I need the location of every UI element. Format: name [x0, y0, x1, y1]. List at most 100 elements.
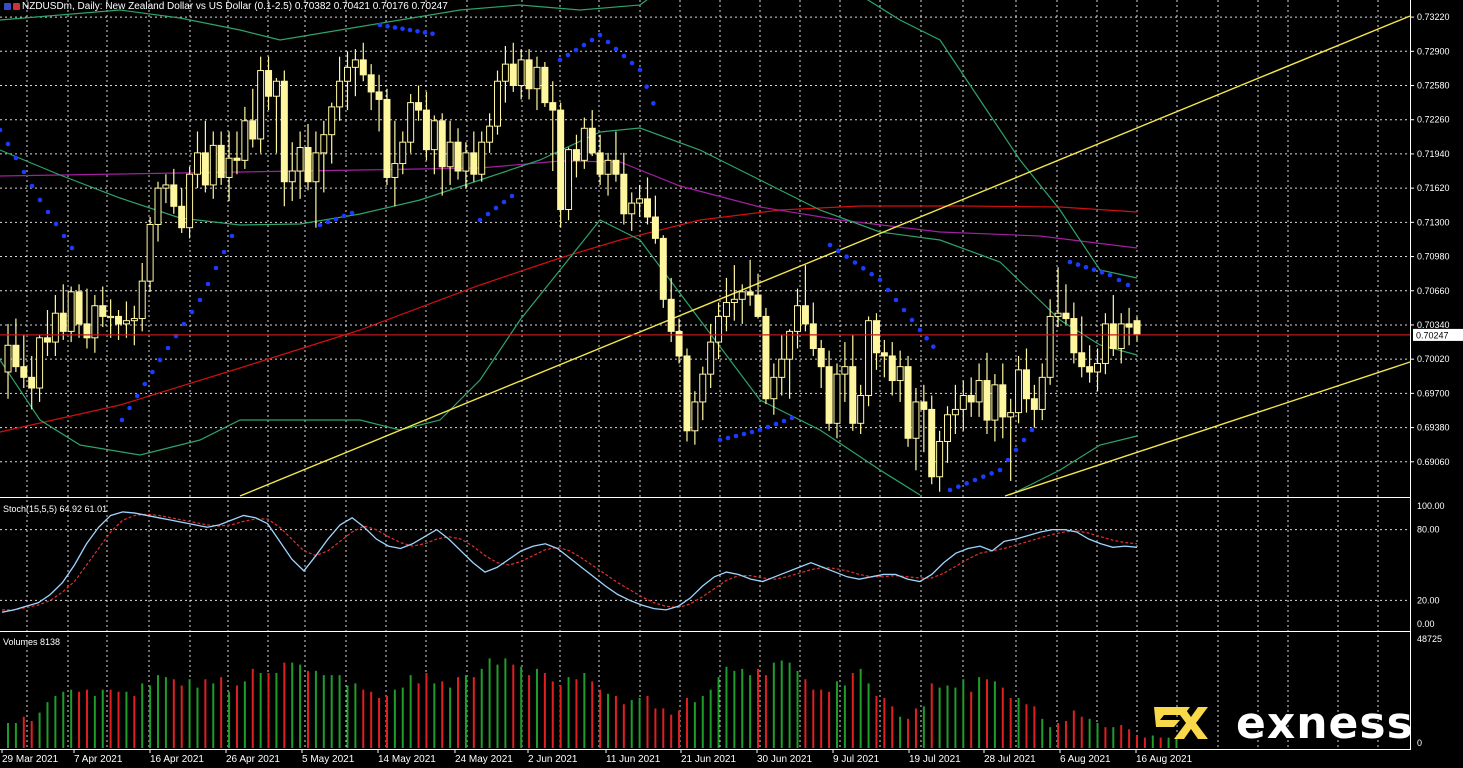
candle-body: [833, 373, 841, 424]
psar-dot: [931, 344, 936, 349]
trendline-upper: [239, 15, 1411, 497]
candle-body: [762, 315, 770, 400]
psar-dot: [119, 417, 125, 423]
psar-dot: [765, 424, 771, 430]
psar-dot: [947, 487, 953, 493]
candle-body: [1101, 323, 1109, 364]
candle-body: [738, 291, 746, 300]
candle-body: [304, 147, 312, 183]
candle-body: [699, 373, 707, 403]
candle-body: [754, 294, 762, 317]
candle-body: [193, 152, 201, 175]
time-axis-label: 21 Jun 2021: [681, 754, 736, 765]
psar-dot: [1125, 282, 1131, 288]
time-axis-label: 16 Apr 2021: [150, 754, 204, 765]
candle-body: [967, 395, 975, 403]
candle-body: [983, 380, 991, 421]
psar-dot: [134, 393, 140, 399]
candle-body: [75, 291, 83, 325]
time-axis-label: 11 Jun 2021: [606, 754, 661, 765]
time-axis-label: 28 Jul 2021: [984, 754, 1036, 765]
candle-body: [478, 141, 486, 175]
candle-body: [391, 163, 399, 178]
candle-body: [865, 320, 873, 397]
psar-dot: [229, 233, 235, 239]
time-axis-label: 5 May 2021: [302, 754, 355, 765]
psar-dot: [836, 248, 841, 254]
candle-body: [415, 102, 423, 111]
psar-dot: [377, 22, 383, 28]
psar-dot: [21, 169, 27, 175]
candle-body: [51, 312, 59, 343]
psar-dot: [893, 297, 899, 303]
time-axis-label: 26 Apr 2021: [226, 754, 280, 765]
psar-dot: [1005, 457, 1011, 463]
candle-body: [296, 147, 304, 172]
psar-dot: [509, 193, 515, 199]
psar-dot: [485, 211, 491, 217]
price-tick-label: 0.70340: [1417, 320, 1450, 330]
candle-body: [1078, 352, 1086, 368]
bollinger-upper-line: [0, 0, 648, 41]
candle-body: [115, 315, 123, 325]
psar-dot: [717, 437, 723, 443]
candle-body: [430, 120, 438, 151]
candle-body: [612, 159, 620, 175]
psar-dot: [909, 317, 915, 323]
trendline-lower: [1004, 361, 1411, 497]
current-price-marker: [1413, 328, 1463, 341]
candle-body: [936, 440, 944, 478]
candle-body: [659, 237, 667, 300]
psar-dot: [621, 53, 627, 59]
candle-body: [407, 102, 415, 143]
candle-body: [43, 337, 51, 343]
candle-body: [225, 157, 233, 178]
candle-body: [509, 63, 517, 87]
psar-dot: [749, 429, 755, 435]
stoch-label: Stoch(15,5,5) 64.92 61.01: [3, 504, 108, 514]
candle-body: [533, 66, 541, 90]
psar-dot: [221, 249, 227, 255]
bollinger-upper-line: [866, 0, 1138, 279]
candle-body: [493, 80, 501, 127]
psar-dot: [917, 327, 923, 333]
time-axis-label: 19 Jul 2021: [909, 754, 961, 765]
psar-dot: [565, 52, 571, 58]
exness-logo: exness: [1150, 698, 1414, 749]
candle-body: [880, 352, 888, 357]
candle-body: [146, 223, 154, 282]
candle-body: [565, 149, 573, 211]
candle-body: [580, 127, 588, 161]
candle-body: [312, 152, 320, 183]
candle-body: [462, 152, 470, 172]
candle-body: [951, 408, 959, 416]
candle-body: [422, 109, 430, 151]
psar-dot: [1083, 264, 1089, 270]
candle-body: [707, 341, 715, 375]
psar-dot: [877, 277, 883, 283]
time-axis-label: 29 Mar 2021: [2, 754, 59, 765]
psar-dot: [869, 271, 874, 277]
candle-body: [107, 315, 115, 319]
candle-body: [786, 330, 794, 360]
candle-body: [1030, 398, 1038, 410]
candle-body: [501, 63, 509, 82]
psar-dot: [924, 336, 929, 341]
psar-dot: [422, 30, 428, 35]
candle-body: [944, 414, 952, 442]
psar-dot: [1067, 259, 1073, 265]
candle-body: [399, 141, 407, 165]
candle-body: [1125, 323, 1133, 328]
candle-body: [154, 187, 162, 225]
candle-body: [572, 149, 580, 161]
flag-nz-icon: [4, 3, 11, 10]
psar-dot: [385, 23, 390, 29]
time-axis-label: 14 May 2021: [378, 754, 436, 765]
psar-dot: [142, 381, 148, 387]
candle-body: [849, 366, 857, 424]
psar-dot: [1075, 262, 1081, 267]
candle-body: [170, 184, 178, 207]
candle-body: [367, 74, 375, 93]
psar-dot: [127, 405, 132, 411]
candle-body: [525, 59, 533, 90]
